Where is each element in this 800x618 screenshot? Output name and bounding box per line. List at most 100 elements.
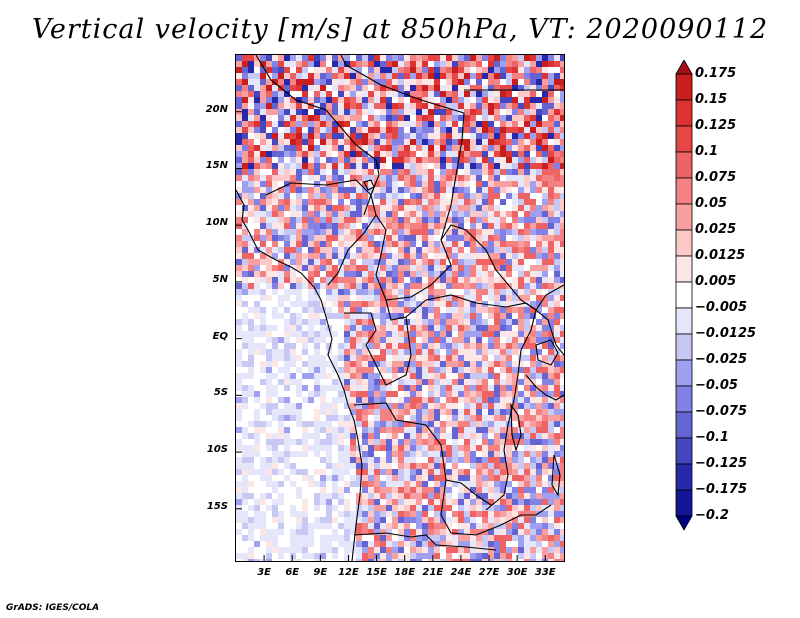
field-cell bbox=[308, 253, 315, 260]
field-cell bbox=[248, 229, 255, 236]
field-cell bbox=[536, 85, 543, 92]
field-cell bbox=[428, 403, 435, 410]
field-cell bbox=[518, 211, 525, 218]
field-cell bbox=[296, 61, 303, 68]
field-cell bbox=[356, 121, 363, 128]
field-cell bbox=[440, 367, 447, 374]
field-cell bbox=[308, 295, 315, 302]
field-cell bbox=[362, 343, 369, 350]
field-cell bbox=[266, 325, 273, 332]
field-cell bbox=[332, 355, 339, 362]
field-cell bbox=[506, 121, 513, 128]
field-cell bbox=[548, 415, 555, 422]
field-cell bbox=[404, 265, 411, 272]
field-cell bbox=[242, 373, 249, 380]
field-cell bbox=[446, 499, 453, 506]
field-cell bbox=[476, 457, 483, 464]
field-cell bbox=[284, 151, 291, 158]
field-cell bbox=[296, 523, 303, 530]
field-cell bbox=[242, 397, 249, 404]
field-cell bbox=[446, 67, 453, 74]
field-cell bbox=[326, 361, 333, 368]
field-cell bbox=[266, 487, 273, 494]
field-cell bbox=[284, 463, 291, 470]
field-cell bbox=[320, 229, 327, 236]
field-cell bbox=[422, 487, 429, 494]
field-cell bbox=[350, 379, 357, 386]
field-cell bbox=[446, 469, 453, 476]
field-cell bbox=[344, 169, 351, 176]
field-cell bbox=[548, 511, 555, 518]
field-cell bbox=[284, 289, 291, 296]
field-cell bbox=[506, 307, 513, 314]
field-cell bbox=[308, 433, 315, 440]
field-cell bbox=[386, 445, 393, 452]
field-cell bbox=[476, 367, 483, 374]
field-cell bbox=[428, 103, 435, 110]
field-cell bbox=[536, 385, 543, 392]
field-cell bbox=[500, 373, 507, 380]
field-cell bbox=[290, 559, 297, 561]
field-cell bbox=[410, 265, 417, 272]
field-cell bbox=[380, 79, 387, 86]
field-cell bbox=[386, 343, 393, 350]
field-cell bbox=[560, 385, 564, 392]
field-cell bbox=[512, 85, 519, 92]
field-cell bbox=[470, 529, 477, 536]
field-cell bbox=[260, 121, 267, 128]
field-cell bbox=[464, 331, 471, 338]
field-cell bbox=[524, 319, 531, 326]
field-cell bbox=[494, 445, 501, 452]
field-cell bbox=[464, 301, 471, 308]
field-cell bbox=[374, 307, 381, 314]
field-cell bbox=[386, 463, 393, 470]
field-cell bbox=[272, 325, 279, 332]
field-cell bbox=[512, 313, 519, 320]
field-cell bbox=[284, 127, 291, 134]
field-cell bbox=[356, 361, 363, 368]
field-cell bbox=[392, 445, 399, 452]
field-cell bbox=[398, 505, 405, 512]
field-cell bbox=[308, 301, 315, 308]
field-cell bbox=[362, 307, 369, 314]
field-cell bbox=[464, 511, 471, 518]
field-cell bbox=[524, 361, 531, 368]
field-cell bbox=[314, 79, 321, 86]
colorbar-bottom-arrow bbox=[675, 515, 693, 531]
field-cell bbox=[332, 529, 339, 536]
field-cell bbox=[536, 241, 543, 248]
field-cell bbox=[542, 463, 549, 470]
field-cell bbox=[518, 193, 525, 200]
field-cell bbox=[488, 265, 495, 272]
field-cell bbox=[356, 337, 363, 344]
field-cell bbox=[278, 187, 285, 194]
field-cell bbox=[428, 199, 435, 206]
field-cell bbox=[362, 409, 369, 416]
field-cell bbox=[512, 421, 519, 428]
field-cell bbox=[536, 121, 543, 128]
field-cell bbox=[434, 223, 441, 230]
field-cell bbox=[356, 127, 363, 134]
field-cell bbox=[242, 343, 249, 350]
field-cell bbox=[338, 385, 345, 392]
field-cell bbox=[422, 547, 429, 554]
field-cell bbox=[374, 517, 381, 524]
field-cell bbox=[530, 193, 537, 200]
field-cell bbox=[470, 109, 477, 116]
field-cell bbox=[260, 229, 267, 236]
longitude-label: 27E bbox=[478, 567, 500, 578]
field-cell bbox=[554, 535, 561, 542]
longitude-tick bbox=[263, 555, 265, 561]
field-cell bbox=[320, 73, 327, 80]
field-cell bbox=[284, 331, 291, 338]
field-cell bbox=[404, 145, 411, 152]
field-cell bbox=[380, 421, 387, 428]
field-cell bbox=[470, 199, 477, 206]
field-cell bbox=[440, 211, 447, 218]
field-cell bbox=[296, 397, 303, 404]
field-cell bbox=[266, 97, 273, 104]
field-cell bbox=[350, 151, 357, 158]
field-cell bbox=[272, 433, 279, 440]
field-cell bbox=[350, 295, 357, 302]
field-cell bbox=[488, 397, 495, 404]
